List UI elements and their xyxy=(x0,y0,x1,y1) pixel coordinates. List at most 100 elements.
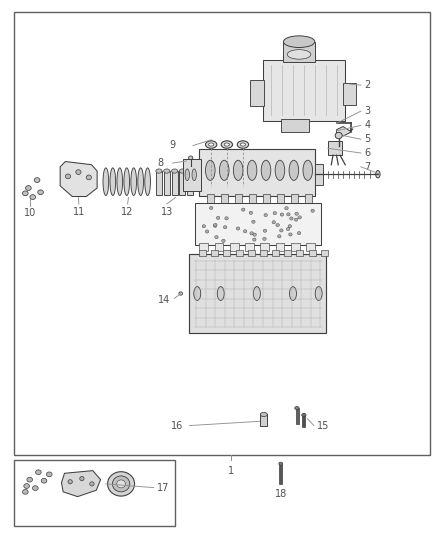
Ellipse shape xyxy=(272,221,276,224)
Ellipse shape xyxy=(145,168,150,196)
Ellipse shape xyxy=(187,169,193,173)
Ellipse shape xyxy=(194,287,201,301)
Ellipse shape xyxy=(32,486,38,490)
Text: 15: 15 xyxy=(318,421,330,431)
Bar xyxy=(305,194,312,206)
Ellipse shape xyxy=(224,143,230,146)
Text: 11: 11 xyxy=(73,207,85,217)
Ellipse shape xyxy=(205,230,209,233)
Ellipse shape xyxy=(113,476,130,492)
Bar xyxy=(199,250,206,256)
Bar xyxy=(296,408,299,424)
Ellipse shape xyxy=(253,238,256,241)
Text: 5: 5 xyxy=(364,134,371,144)
Ellipse shape xyxy=(214,223,217,227)
Bar xyxy=(283,42,315,62)
Bar xyxy=(195,203,321,245)
Ellipse shape xyxy=(202,224,205,228)
Bar xyxy=(164,171,170,196)
Text: 16: 16 xyxy=(171,421,183,431)
Ellipse shape xyxy=(108,472,134,496)
Bar xyxy=(180,171,185,196)
Bar xyxy=(343,83,356,105)
Bar xyxy=(315,164,323,185)
Bar xyxy=(260,250,267,256)
Ellipse shape xyxy=(205,160,215,180)
Ellipse shape xyxy=(298,216,301,219)
Ellipse shape xyxy=(302,414,306,417)
Ellipse shape xyxy=(27,477,32,482)
Text: 2: 2 xyxy=(364,80,371,90)
Bar xyxy=(309,250,316,256)
Text: 17: 17 xyxy=(157,482,170,492)
Bar xyxy=(199,149,315,196)
Ellipse shape xyxy=(312,169,318,180)
Ellipse shape xyxy=(290,287,297,301)
Ellipse shape xyxy=(225,217,228,220)
Bar xyxy=(245,243,254,251)
Text: 6: 6 xyxy=(364,148,371,158)
Ellipse shape xyxy=(263,237,266,240)
Ellipse shape xyxy=(124,168,130,196)
Ellipse shape xyxy=(34,177,40,182)
Ellipse shape xyxy=(285,207,288,210)
Ellipse shape xyxy=(117,480,125,488)
Text: 3: 3 xyxy=(364,106,371,116)
Ellipse shape xyxy=(22,191,28,196)
Bar xyxy=(172,171,178,196)
Ellipse shape xyxy=(237,141,249,148)
Bar xyxy=(260,243,269,251)
Ellipse shape xyxy=(30,195,35,199)
Bar xyxy=(249,194,256,206)
Ellipse shape xyxy=(24,483,29,488)
Bar xyxy=(156,171,162,196)
Ellipse shape xyxy=(244,230,247,233)
Ellipse shape xyxy=(295,407,299,410)
Bar xyxy=(251,80,264,106)
Text: 7: 7 xyxy=(364,162,371,172)
Ellipse shape xyxy=(288,224,292,228)
Ellipse shape xyxy=(22,489,28,494)
Ellipse shape xyxy=(236,227,240,230)
Ellipse shape xyxy=(289,160,299,180)
Ellipse shape xyxy=(279,229,283,232)
Ellipse shape xyxy=(249,211,253,214)
Polygon shape xyxy=(60,161,97,197)
Ellipse shape xyxy=(68,480,72,484)
Ellipse shape xyxy=(290,217,293,220)
Ellipse shape xyxy=(110,168,116,196)
Ellipse shape xyxy=(180,169,185,173)
Ellipse shape xyxy=(286,228,290,231)
Ellipse shape xyxy=(138,168,144,196)
Ellipse shape xyxy=(279,462,283,465)
Bar xyxy=(199,243,208,251)
Bar xyxy=(223,250,230,256)
Ellipse shape xyxy=(219,160,229,180)
Ellipse shape xyxy=(25,185,31,190)
Text: 1: 1 xyxy=(228,466,234,477)
Ellipse shape xyxy=(156,169,162,173)
Ellipse shape xyxy=(253,233,256,236)
Ellipse shape xyxy=(294,218,298,221)
Bar xyxy=(14,460,176,526)
Bar xyxy=(272,250,279,256)
Bar xyxy=(302,415,305,426)
Ellipse shape xyxy=(221,141,233,148)
Ellipse shape xyxy=(208,143,214,146)
Ellipse shape xyxy=(213,224,217,228)
Ellipse shape xyxy=(38,190,43,195)
Ellipse shape xyxy=(283,36,315,47)
Ellipse shape xyxy=(103,168,109,196)
Ellipse shape xyxy=(86,175,92,180)
Ellipse shape xyxy=(297,231,301,235)
Ellipse shape xyxy=(205,141,217,148)
Ellipse shape xyxy=(131,168,137,196)
Bar xyxy=(236,250,243,256)
Ellipse shape xyxy=(188,156,193,160)
Ellipse shape xyxy=(280,213,284,216)
Bar xyxy=(189,254,326,333)
Polygon shape xyxy=(336,126,353,136)
Bar xyxy=(183,159,201,191)
Bar xyxy=(297,250,304,256)
Ellipse shape xyxy=(192,169,196,181)
